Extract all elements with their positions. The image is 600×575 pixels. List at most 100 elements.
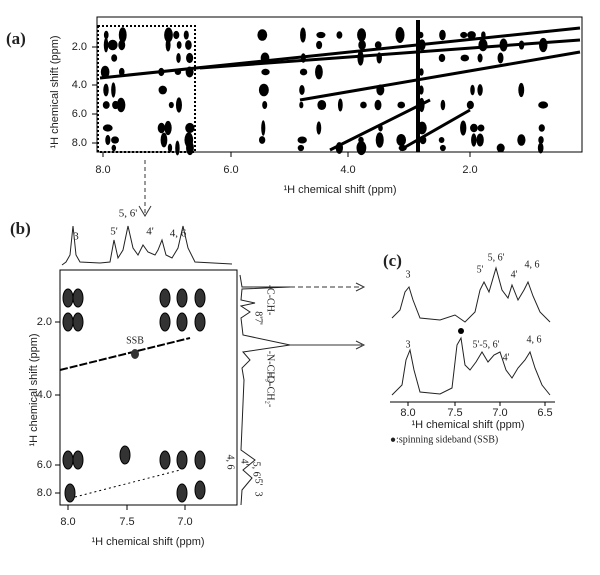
label: 7.0 <box>492 407 507 419</box>
label: 2.0 <box>72 41 87 53</box>
peak <box>111 144 117 152</box>
ssb-marker <box>458 328 464 334</box>
peak <box>176 483 188 503</box>
peak <box>194 480 206 500</box>
peak <box>317 99 327 111</box>
peak <box>316 31 326 39</box>
peak <box>518 82 525 98</box>
label: 5, 6' <box>119 208 138 220</box>
label: 8.0 <box>60 516 75 528</box>
peak <box>176 288 188 308</box>
peak <box>102 124 113 132</box>
label: 4' <box>239 459 250 466</box>
peak <box>157 122 166 134</box>
peak <box>538 37 548 53</box>
peak <box>396 134 407 146</box>
peak <box>316 40 323 50</box>
peak <box>476 133 484 147</box>
label: 6.0 <box>37 459 52 471</box>
peak <box>470 84 475 96</box>
label: 4' <box>503 352 510 363</box>
label: -N-CH₃- <box>265 351 276 386</box>
arrow-head <box>355 282 366 292</box>
peak <box>111 54 118 62</box>
label: 5, 6' <box>251 462 262 479</box>
plot-frame <box>59 269 238 506</box>
panel-label: (b) <box>10 219 31 238</box>
peak <box>72 312 84 332</box>
peak <box>299 101 304 109</box>
label: 5' <box>477 264 484 275</box>
peak <box>357 28 367 42</box>
peak <box>194 450 206 470</box>
peak <box>470 123 478 133</box>
label: 4, 6 <box>525 259 540 270</box>
peak <box>466 100 474 110</box>
peak <box>62 288 74 308</box>
peak <box>175 140 180 156</box>
peak <box>119 445 131 465</box>
peak <box>395 27 405 43</box>
peak <box>478 38 488 52</box>
peak <box>538 124 545 132</box>
peak <box>102 101 110 109</box>
label: SSB <box>126 335 144 346</box>
peak <box>257 29 268 41</box>
label: 7.5 <box>119 516 134 528</box>
peak <box>118 39 126 51</box>
label: 5' <box>110 226 118 238</box>
label: 8.0 <box>95 164 110 176</box>
peak <box>72 450 84 470</box>
label: 4.0 <box>340 164 355 176</box>
label: 4' <box>511 269 518 280</box>
peak <box>72 288 84 308</box>
peak <box>477 124 485 132</box>
peak <box>173 30 180 40</box>
label: 4' <box>146 226 154 238</box>
peak <box>103 37 109 53</box>
label: 3 <box>73 231 79 243</box>
arrow-head <box>138 205 152 217</box>
peak <box>107 39 118 51</box>
peak <box>159 450 171 470</box>
peak <box>460 120 467 136</box>
peak <box>517 134 526 146</box>
label: -C-CH- <box>265 285 276 316</box>
peak <box>438 53 446 63</box>
peak <box>537 142 544 154</box>
peak <box>418 85 424 95</box>
panel-label: (a) <box>6 29 26 48</box>
peak <box>299 68 308 76</box>
peak <box>374 99 382 111</box>
peak <box>167 143 173 153</box>
peak <box>397 101 406 109</box>
diagonal <box>399 108 471 152</box>
label: 3 <box>253 492 264 497</box>
peak <box>103 30 109 40</box>
peak <box>300 27 306 43</box>
peak <box>176 41 182 49</box>
peak <box>538 101 549 109</box>
peak <box>261 120 266 136</box>
peak <box>164 120 172 136</box>
peak <box>419 68 424 76</box>
peak <box>439 144 446 152</box>
x-axis-label: ¹H chemical shift (ppm) <box>91 536 204 548</box>
peak <box>258 136 266 144</box>
peak <box>160 132 168 148</box>
x-axis-label: ¹H chemical shift (ppm) <box>411 419 524 431</box>
peak <box>337 98 343 112</box>
peak <box>183 30 189 40</box>
peak <box>467 31 476 39</box>
label: 8.0 <box>37 487 52 499</box>
peak <box>440 99 446 111</box>
legend: ●:spinning sideband (SSB) <box>390 434 498 445</box>
panel-label: (c) <box>383 251 402 270</box>
peak <box>477 53 483 63</box>
peak <box>159 288 171 308</box>
label: 5' <box>253 479 264 486</box>
diagonal <box>59 337 191 371</box>
peak <box>497 52 504 64</box>
peak <box>111 136 119 144</box>
label: 6.5 <box>537 407 552 419</box>
